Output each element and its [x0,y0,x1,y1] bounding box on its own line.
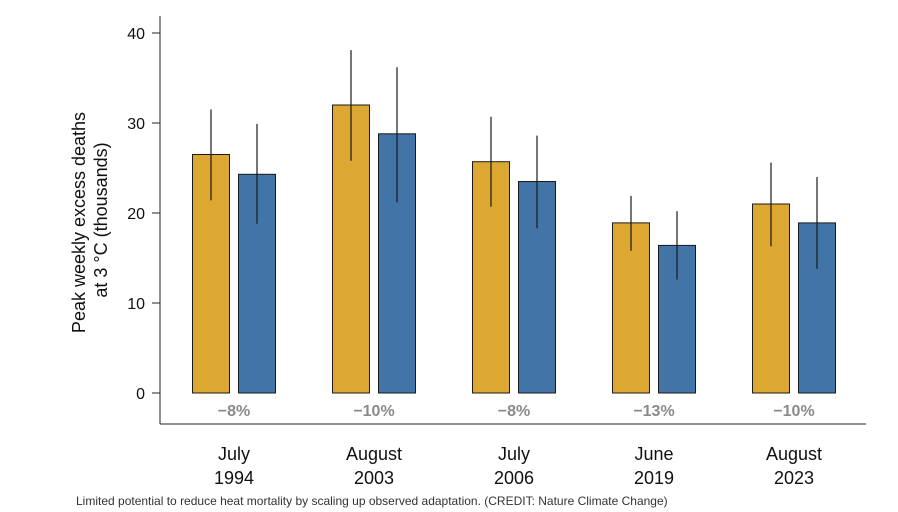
bar-scaled-up-adaptation-1 [378,133,416,394]
category-label-line1-1: August [346,444,402,464]
reduction-label-4: −10% [773,403,814,420]
y-tick-label-40: 40 [127,26,145,43]
y-tick-label-0: 0 [136,386,145,403]
category-label-line2-3: 2019 [634,468,674,488]
category-label-line1-2: July [498,444,530,464]
category-label-line2-0: 1994 [214,468,254,488]
y-axis-title: Peak weekly excess deaths at 3 °C (thous… [69,107,111,333]
bar-scaled-up-adaptation-3 [658,244,696,394]
y-tick-label-30: 30 [127,116,145,133]
category-label-line2-1: 2003 [354,468,394,488]
category-label-line1-4: August [766,444,822,464]
reduction-label-1: −10% [353,403,394,420]
y-axis-title-line2: at 3 °C (thousands) [91,142,111,297]
y-tick-label-20: 20 [127,206,145,223]
reduction-label-2: −8% [498,403,530,420]
bar-observed-3 [612,222,650,394]
bar-chart: 0 10 20 30 40 −8% July 1994 −10% August 2003 −8% Jul… [69,16,866,488]
reduction-label-3: −13% [633,403,674,420]
category-label-line2-2: 2006 [494,468,534,488]
category-label-line1-3: June [634,444,673,464]
reduction-label-0: −8% [218,403,250,420]
category-label-line1-0: July [218,444,250,464]
figure-caption: Limited potential to reduce heat mortali… [76,494,668,508]
y-axis-title-line1: Peak weekly excess deaths [69,112,89,333]
category-label-line2-4: 2023 [774,468,814,488]
y-tick-label-10: 10 [127,296,145,313]
